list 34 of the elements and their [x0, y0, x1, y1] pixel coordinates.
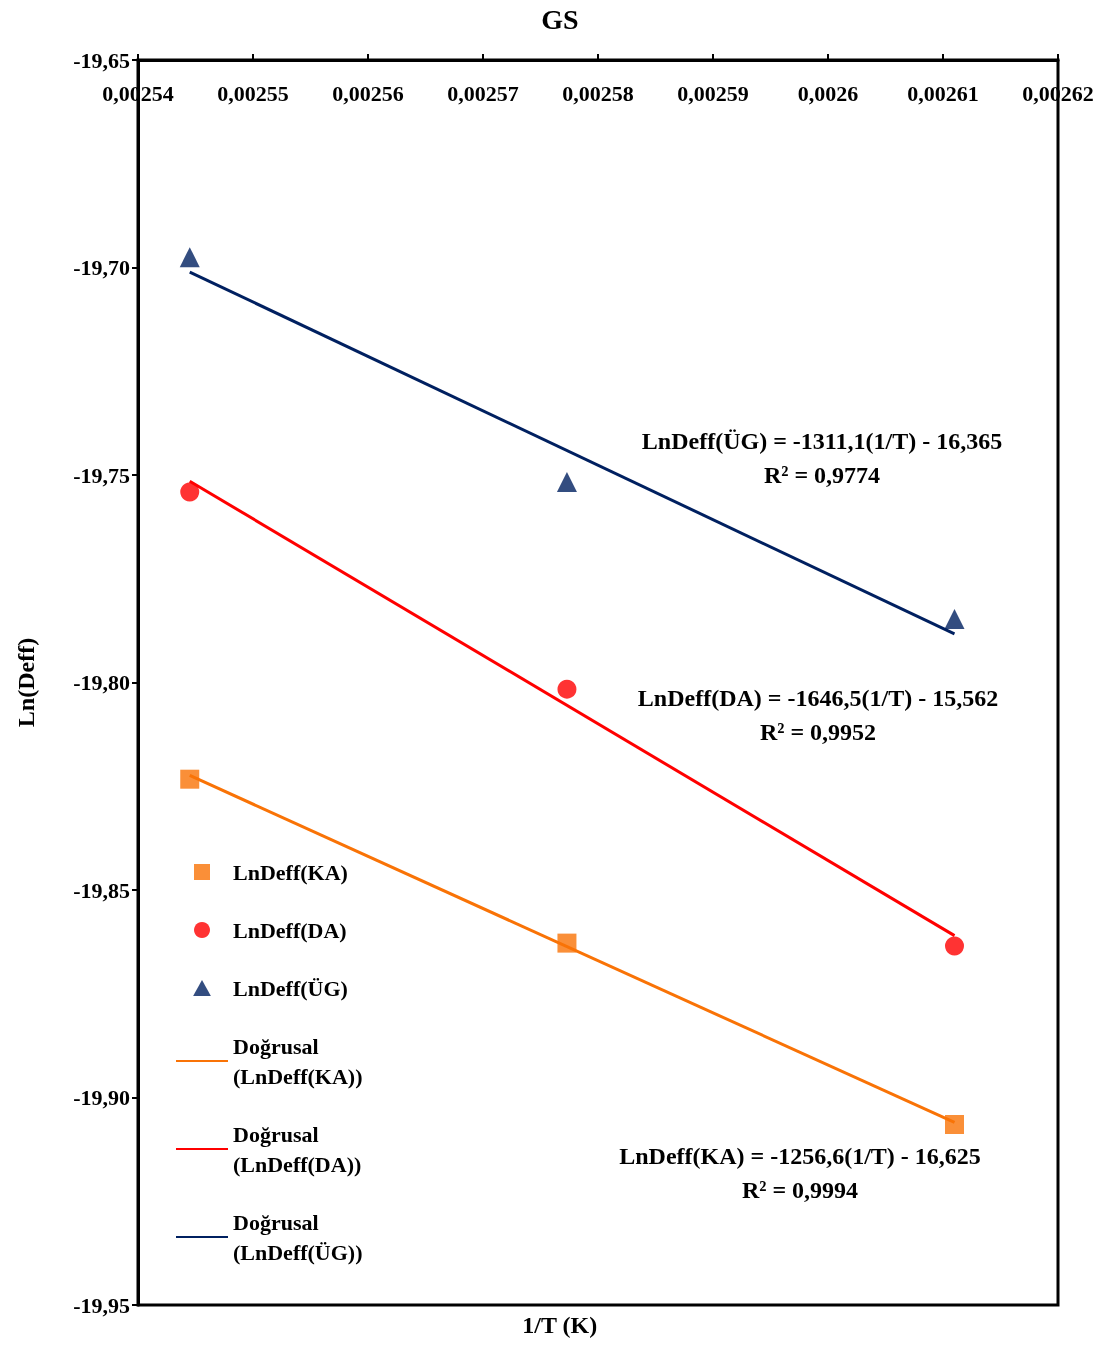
x-tick-label: 0,00261	[907, 80, 979, 106]
point	[556, 472, 577, 493]
y-tick-label: -19,95	[73, 1292, 130, 1318]
annotation: LnDeff(KA) = -1256,6(1/T) - 16,625 R² = 0,9994	[619, 1143, 981, 1203]
x-tick-label: 0,00256	[332, 80, 404, 106]
chart-title: GS	[541, 3, 579, 35]
point	[180, 769, 200, 789]
legend-label: LnDeff(DA)	[233, 917, 347, 943]
point	[944, 609, 965, 630]
point	[945, 936, 964, 956]
x-tick-label: 0,00258	[562, 80, 634, 106]
point	[557, 679, 577, 699]
annotation: LnDeff(DA) = -1646,5(1/T) - 15,562 R² = 0,9952	[637, 685, 999, 745]
y-tick-label: -19,65	[73, 47, 130, 73]
legend-label: Doğrusal (LnDeff(KA))	[233, 1033, 363, 1089]
x-tick-label: 0,00255	[217, 80, 289, 106]
legend-label: Doğrusal (LnDeff(ÜG))	[233, 1209, 363, 1265]
legend-label: LnDeff(KA)	[233, 859, 348, 885]
y-tick-label: -19,80	[73, 670, 130, 695]
y-tick-label: -19,90	[73, 1085, 130, 1110]
x-tick-label: 0,00259	[677, 80, 749, 106]
y-tick-label: -19,70	[73, 255, 130, 280]
point	[945, 1114, 964, 1134]
y-tick-label: -19,85	[73, 877, 130, 903]
y-tick-label: -19,75	[73, 462, 130, 488]
point	[179, 247, 200, 268]
x-tick-label: 0,0026	[797, 80, 859, 106]
x-axis-title: 1/T (K)	[522, 1312, 598, 1338]
y-axis-title: Ln(Deff)	[13, 637, 39, 728]
legend-label: LnDeff(ÜG)	[233, 975, 348, 1001]
x-tick-label: 0,00257	[447, 80, 519, 106]
point	[180, 482, 200, 502]
annotation: LnDeff(ÜG) = -1311,1(1/T) - 16,365 R² = 0,9774	[641, 428, 1003, 488]
legend-label: Doğrusal (LnDeff(DA))	[233, 1121, 362, 1177]
